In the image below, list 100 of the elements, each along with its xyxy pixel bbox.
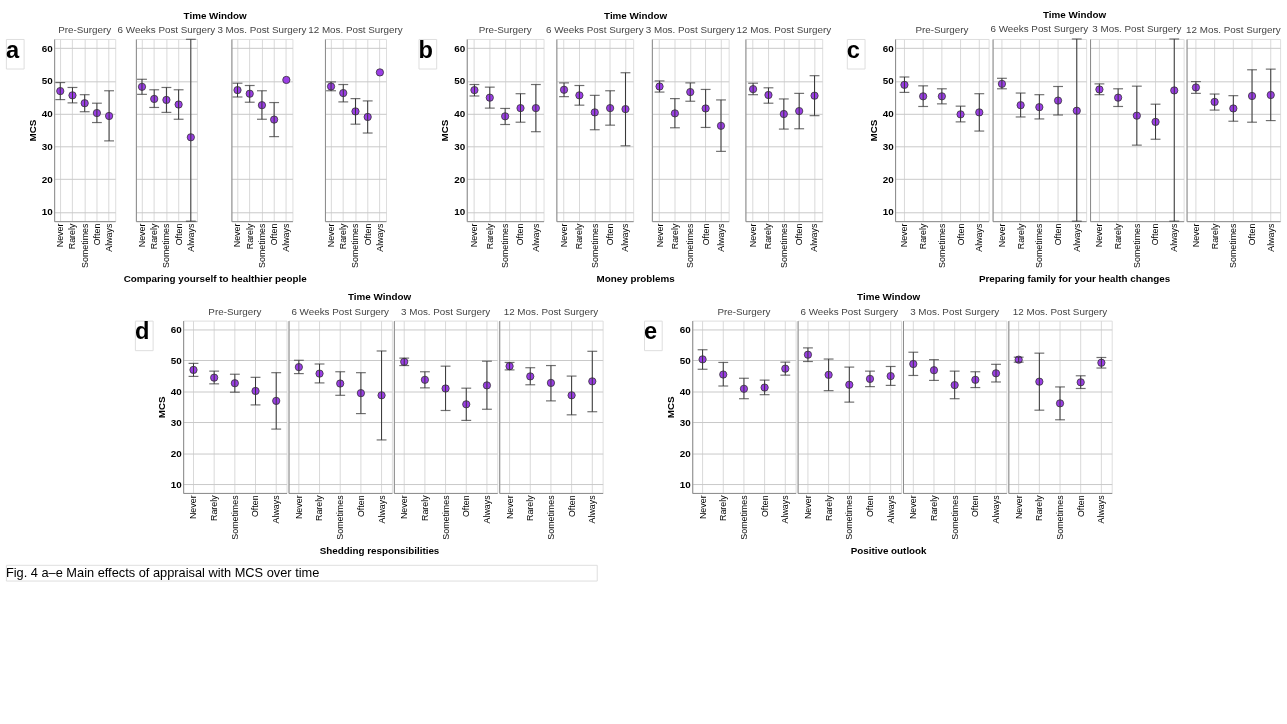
x-tick-label: Often (794, 223, 805, 246)
x-tick-label: Often (605, 223, 616, 246)
x-tick-label: Sometimes (500, 223, 511, 268)
x-tick-label: Always (620, 223, 631, 252)
x-axis-title: Preparing family for your health changes (978, 272, 1171, 284)
x-tick-label: Sometimes (161, 223, 172, 268)
x-axis-title: Comparing yourself to healthier people (123, 272, 308, 284)
chart-title: 3 Mos. Post Surgery (1092, 23, 1182, 35)
x-tick-label: Often (955, 223, 966, 246)
y-tick-label: 60 (170, 323, 183, 335)
chart-title: 12 Mos. Post Surgery (308, 24, 403, 36)
y-tick-label: 50 (679, 354, 692, 366)
y-axis-title: MCS (664, 395, 676, 419)
x-tick-label: Always (374, 223, 385, 252)
y-tick-label: 30 (679, 416, 692, 428)
y-tick-label: 50 (170, 354, 183, 366)
x-tick-label: Always (974, 223, 985, 252)
y-tick-label: 50 (454, 75, 466, 87)
x-tick-label: Never (1013, 495, 1024, 520)
x-tick-label: Rarely (149, 223, 160, 250)
x-tick-label: Often (515, 223, 526, 246)
x-tick-label: Sometimes (1131, 223, 1142, 268)
x-tick-label: Always (481, 494, 492, 524)
x-tick-label: Often (1247, 223, 1257, 246)
point (282, 75, 291, 84)
y-tick-label: 20 (882, 173, 895, 185)
y-tick-label: 40 (679, 385, 692, 397)
chart-title: 12 Mos. Post Surgery (736, 24, 832, 36)
x-tick-label: Always (281, 223, 292, 252)
y-tick-label: 10 (454, 206, 466, 218)
x-tick-label: Sometimes (1054, 494, 1065, 540)
text: Time Window (348, 291, 412, 303)
text: Time Window (604, 9, 668, 21)
x-tick-label: Always (104, 223, 115, 252)
x-tick-label: Often (1075, 495, 1086, 518)
x-tick-label: Always (715, 223, 726, 252)
x-tick-label: Never (232, 223, 243, 248)
x-tick-label: Often (250, 495, 261, 518)
chart-title: 12 Mos. Post Surgery (1186, 24, 1281, 36)
x-tick-label: Always (990, 494, 1001, 524)
y-axis-title: MCS (867, 119, 879, 142)
x-tick-label: Sometimes (440, 494, 451, 540)
point (375, 68, 384, 77)
x-tick-label: Rarely (67, 223, 78, 250)
y-axis-title: MCS (439, 119, 451, 142)
x-tick-label: Never (996, 223, 1007, 248)
x-tick-label: Often (1150, 223, 1161, 246)
y-tick-label: 10 (170, 478, 183, 490)
x-tick-label: Never (469, 223, 480, 248)
y-tick-label: 20 (679, 447, 692, 459)
x-tick-label: Rarely (338, 223, 349, 250)
chart-title: 6 Weeks Post Surgery (117, 23, 216, 35)
y-tick-label: 40 (170, 385, 183, 397)
x-tick-label: Always (530, 223, 541, 252)
x-axis-title: Money problems (596, 272, 676, 284)
x-tick-label: Often (173, 223, 184, 246)
x-axis-title: Shedding responsibilities (319, 544, 440, 556)
x-tick-label: Sometimes (79, 223, 90, 268)
x-tick-label: Rarely (419, 494, 430, 521)
chart-title: 6 Weeks Post Surgery (545, 24, 644, 36)
x-tick-label: Sometimes (545, 494, 556, 540)
x-tick-label: Rarely (1015, 223, 1026, 250)
y-tick-label: 60 (454, 42, 466, 54)
y-tick-label: 30 (41, 140, 54, 152)
chart-title: 6 Weeks Post Surgery (291, 305, 390, 317)
x-tick-label: Never (1190, 223, 1201, 248)
x-tick-label: Sometimes (1228, 223, 1239, 268)
x-tick-label: Rarely (484, 223, 495, 250)
x-tick-label: Never (136, 223, 147, 248)
y-tick-label: 20 (170, 447, 183, 459)
y-tick-label: 10 (679, 478, 692, 490)
x-tick-label: Often (970, 495, 981, 518)
y-tick-label: 40 (882, 108, 895, 120)
x-tick-label: Always (376, 494, 387, 524)
y-tick-label: 30 (454, 140, 466, 152)
chart-title: 12 Mos. Post Surgery (1012, 305, 1108, 317)
y-tick-label: 50 (41, 75, 54, 87)
x-tick-label: Never (188, 495, 199, 520)
chart-title: 3 Mos. Post Surgery (217, 24, 307, 36)
x-tick-label: Never (504, 495, 515, 520)
x-tick-label: Always (809, 223, 820, 252)
text: c (846, 36, 860, 63)
y-tick-label: 60 (679, 323, 692, 335)
x-tick-label: Sometimes (778, 223, 789, 268)
y-tick-label: 60 (41, 42, 54, 54)
x-tick-label: Sometimes (589, 223, 600, 268)
y-tick-label: 20 (454, 173, 466, 185)
x-tick-label: Never (908, 495, 919, 520)
y-tick-label: 60 (882, 42, 895, 54)
x-tick-label: Often (700, 223, 711, 246)
x-tick-label: Often (91, 223, 102, 246)
x-tick-label: Never (1094, 223, 1105, 248)
x-tick-label: Sometimes (229, 494, 240, 540)
x-tick-label: Sometimes (350, 223, 361, 268)
x-tick-label: Rarely (823, 494, 834, 521)
x-tick-label: Sometimes (256, 223, 267, 268)
chart-title: 3 Mos. Post Surgery (401, 305, 491, 317)
x-tick-label: Always (885, 494, 896, 524)
x-tick-label: Often (461, 495, 472, 518)
x-tick-label: Never (293, 495, 304, 520)
